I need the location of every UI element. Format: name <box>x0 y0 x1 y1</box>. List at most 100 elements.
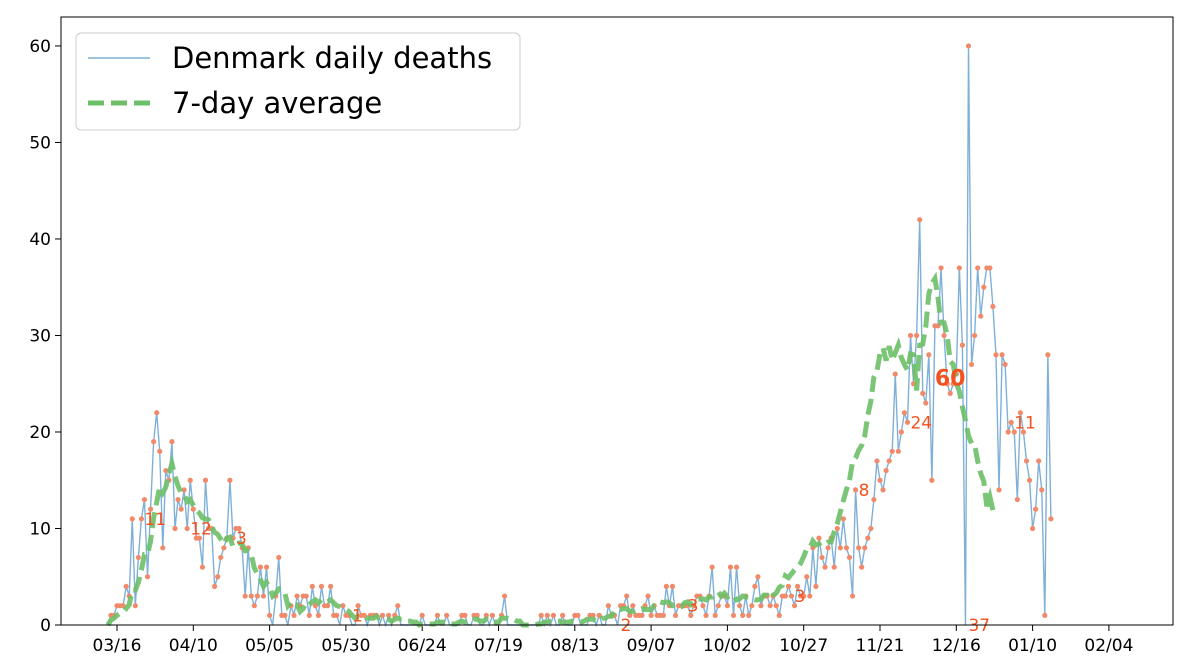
daily-point <box>123 583 129 590</box>
daily-point <box>1048 516 1054 522</box>
annotation-label: 60 <box>935 366 966 391</box>
daily-point <box>1023 458 1030 464</box>
daily-point <box>852 487 859 493</box>
daily-point <box>981 284 987 290</box>
series-daily-deaths-markers <box>108 43 1054 618</box>
daily-point <box>489 612 495 618</box>
daily-point <box>968 361 975 368</box>
daily-point <box>724 603 731 609</box>
daily-point <box>135 554 141 561</box>
daily-point <box>334 612 340 618</box>
y-tick-label: 20 <box>29 423 51 443</box>
daily-point <box>941 332 947 339</box>
daily-point <box>669 583 676 590</box>
daily-point <box>877 477 883 483</box>
daily-point <box>318 583 325 590</box>
x-tick-label: 05/05 <box>245 636 294 656</box>
daily-point <box>737 603 743 609</box>
daily-point <box>355 603 361 609</box>
daily-point <box>303 593 309 599</box>
daily-point <box>340 603 346 609</box>
daily-point <box>1030 525 1036 532</box>
daily-point <box>999 352 1005 358</box>
daily-point <box>434 612 441 618</box>
x-tick-label: 04/10 <box>169 636 218 656</box>
daily-point <box>926 352 932 358</box>
daily-point <box>282 612 288 618</box>
daily-point <box>462 612 468 618</box>
daily-point <box>630 603 636 609</box>
daily-point <box>1039 487 1045 493</box>
x-tick-label: 09/07 <box>627 636 676 656</box>
daily-point <box>660 612 666 618</box>
daily-point <box>767 603 773 609</box>
daily-point <box>795 583 801 590</box>
daily-point <box>892 371 898 377</box>
daily-point <box>740 612 746 618</box>
daily-point <box>773 603 779 609</box>
daily-point <box>730 612 737 618</box>
daily-point <box>395 603 401 609</box>
daily-point <box>263 564 270 570</box>
daily-point <box>251 603 257 609</box>
daily-point <box>880 487 886 493</box>
annotation-label: 3 <box>688 597 699 617</box>
daily-point <box>160 545 166 551</box>
daily-point <box>605 603 611 609</box>
x-tick-label: 12/16 <box>932 636 981 656</box>
daily-point <box>1026 477 1033 483</box>
daily-point <box>138 516 145 522</box>
daily-point <box>923 400 929 406</box>
daily-point <box>785 583 792 590</box>
annotation-label: 11 <box>144 510 166 530</box>
annotation-label: 11 <box>1014 413 1036 433</box>
daily-point <box>645 593 651 599</box>
daily-point <box>242 593 248 599</box>
daily-point <box>147 506 154 512</box>
x-tick-label: 07/19 <box>474 636 523 656</box>
daily-point <box>648 612 654 618</box>
daily-point <box>959 342 966 348</box>
daily-point <box>874 458 880 464</box>
daily-point <box>550 612 557 618</box>
x-tick-label: 06/24 <box>398 636 447 656</box>
daily-point <box>859 564 865 570</box>
daily-point <box>776 612 782 618</box>
annotation-label: 2 <box>621 616 632 636</box>
daily-point <box>190 506 196 512</box>
daily-point <box>306 612 312 618</box>
daily-point <box>132 603 138 609</box>
daily-point <box>309 583 315 590</box>
annotation-label: 3 <box>236 529 247 549</box>
y-tick-label: 0 <box>40 616 51 636</box>
daily-point <box>975 265 981 271</box>
daily-point <box>688 612 694 618</box>
y-tick-label: 30 <box>29 326 51 346</box>
daily-point <box>843 545 850 551</box>
daily-point <box>483 612 489 618</box>
daily-point <box>895 448 901 454</box>
x-tick-label: 05/30 <box>321 636 370 656</box>
legend-label-7-day-average: 7-day average <box>172 86 382 120</box>
daily-point <box>1008 419 1014 425</box>
legend-box <box>75 32 521 131</box>
annotation-label: 37 <box>968 616 990 636</box>
daily-point <box>889 448 895 454</box>
daily-point <box>996 487 1002 493</box>
daily-point <box>291 612 297 618</box>
daily-point <box>1011 429 1017 435</box>
daily-point <box>752 583 758 590</box>
daily-point <box>929 477 935 483</box>
daily-point <box>703 612 709 618</box>
daily-point <box>758 603 764 609</box>
daily-point <box>157 448 163 454</box>
y-tick-label: 60 <box>29 37 51 57</box>
daily-point <box>184 525 190 532</box>
daily-point <box>474 612 480 618</box>
daily-point <box>212 583 218 590</box>
daily-point <box>801 593 807 599</box>
daily-point <box>712 612 718 618</box>
y-tick-label: 50 <box>29 133 51 153</box>
